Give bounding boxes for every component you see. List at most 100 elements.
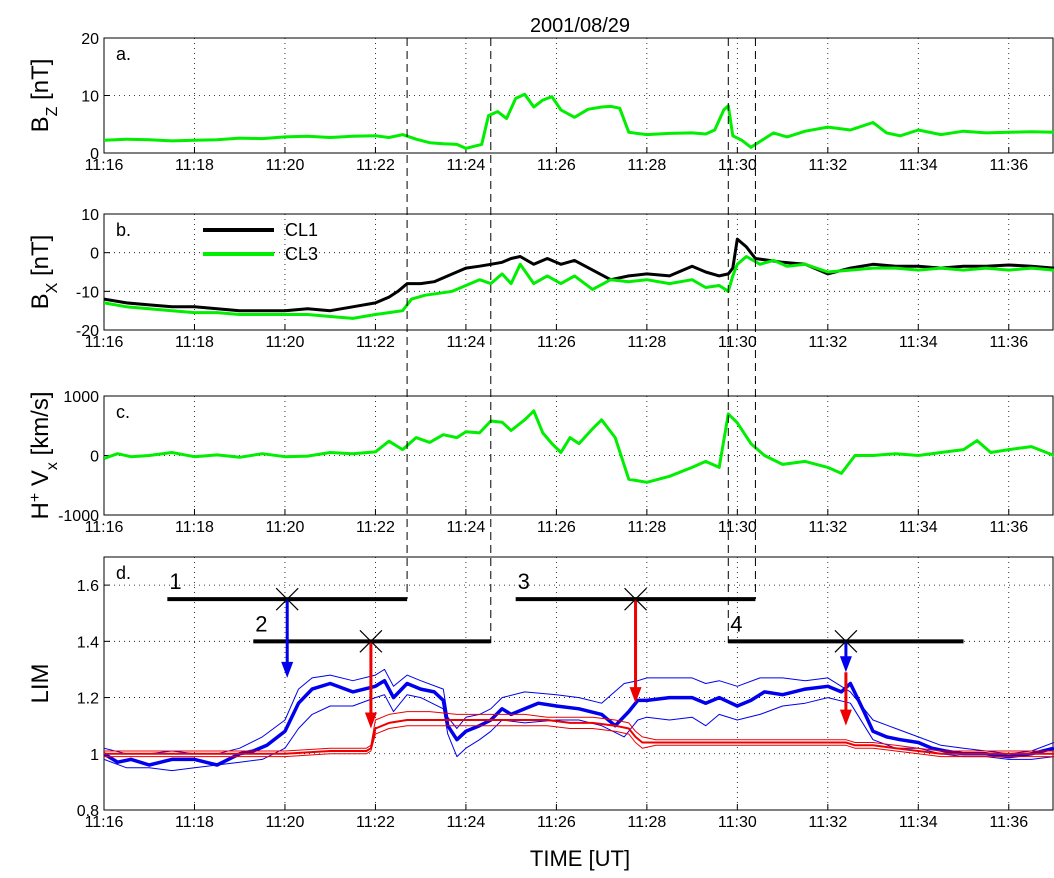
x-tick-label: 11:24	[446, 157, 485, 174]
cross-marker-3	[834, 629, 858, 653]
series-line-d-0	[104, 678, 1054, 767]
y-tick-label: 1	[90, 747, 99, 764]
x-tick-label: 11:26	[537, 519, 576, 536]
series-line-d-4	[104, 711, 1054, 752]
x-tick-label: 11:18	[175, 814, 214, 831]
x-tick-label: 11:26	[537, 814, 576, 831]
x-tick-label: 11:32	[808, 157, 847, 174]
x-tick-label: 11:32	[808, 519, 847, 536]
y-axis-label-a: BZ [nT]	[27, 59, 61, 133]
panels: 11:16 11:18 11:20 11:22 11:24 11:26 11:28 11:30…	[27, 31, 1054, 831]
x-tick-label: 11:22	[356, 519, 395, 536]
y-tick-label: -1000	[58, 508, 99, 525]
x-tick-label: 11:18	[175, 157, 214, 174]
y-axis-label-b: BX [nT]	[27, 235, 61, 310]
x-tick-label: 11:30	[718, 519, 757, 536]
panel-label-b: b.	[116, 220, 131, 240]
legend-label-CL1: CL1	[285, 220, 318, 240]
y-tick-label: 0	[90, 246, 99, 263]
series-line-c-0	[104, 409, 1054, 484]
series-line-b-0	[104, 237, 1054, 313]
series-group-c	[104, 409, 1054, 484]
x-tick-label: 11:32	[808, 814, 847, 831]
x-tick-label: 11:26	[537, 334, 576, 351]
y-tick-label: 1.4	[77, 634, 99, 651]
x-axis-label: TIME [UT]	[530, 846, 630, 871]
legend-label-CL3: CL3	[285, 244, 318, 264]
y-axis-label-d: LIM	[27, 663, 54, 703]
series-group-a	[104, 92, 1054, 150]
x-tick-label: 11:34	[899, 519, 938, 536]
axes-frame-a	[103, 37, 1054, 154]
y-tick-label: 1.6	[77, 578, 99, 595]
interval-label-1: 1	[169, 569, 181, 594]
axes-frame-d	[103, 556, 1054, 811]
x-tick-label: 11:18	[175, 519, 214, 536]
x-tick-label: 11:34	[899, 334, 938, 351]
arrow-head-2	[629, 687, 642, 704]
panel-a: 11:16 11:18 11:20 11:22 11:24 11:26 11:28 11:30…	[27, 31, 1054, 174]
y-tick-label: -20	[76, 323, 99, 340]
x-tick-label: 11:36	[989, 157, 1028, 174]
series-line-b-1	[104, 255, 1054, 320]
interval-label-4: 4	[730, 611, 742, 636]
x-tick-label: 11:24	[446, 519, 485, 536]
dashed-lines	[406, 38, 756, 643]
y-tick-label: 10	[81, 89, 99, 106]
x-tick-label: 11:18	[175, 334, 214, 351]
panel-label-a: a.	[116, 44, 131, 64]
y-tick-label: -10	[76, 284, 99, 301]
cross-marker-1	[359, 629, 383, 653]
x-tick-label: 11:26	[537, 157, 576, 174]
x-tick-label: 11:28	[627, 519, 666, 536]
panel-d: 11:16 11:18 11:20 11:22 11:24 11:26 11:28 11:30…	[27, 556, 1054, 831]
series-line-d-2	[104, 694, 1054, 772]
arrow-head-1	[364, 712, 377, 729]
x-tick-label: 11:36	[989, 519, 1028, 536]
arrow-head-0	[281, 661, 294, 678]
x-tick-label: 11:24	[446, 334, 485, 351]
panel-c: 11:16 11:18 11:20 11:22 11:24 11:26 11:28 11:30…	[27, 389, 1054, 536]
x-tick-label: 11:32	[808, 334, 847, 351]
x-tick-label: 11:30	[718, 334, 757, 351]
grid-d	[103, 557, 1054, 811]
y-tick-label: 1.2	[77, 691, 99, 708]
y-tick-label: 20	[81, 31, 99, 48]
y-axis-label-c: H+ Vx [km/s]	[27, 391, 61, 519]
y-tick-label: 10	[81, 207, 99, 224]
axes-frame-b	[103, 213, 1054, 331]
panel-label-c: c.	[116, 402, 130, 422]
x-tick-label: 11:22	[356, 814, 395, 831]
cross-marker-2	[624, 587, 647, 611]
y-tick-label: 0	[90, 449, 99, 466]
interval-label-3: 3	[518, 569, 530, 594]
cross-marker-0	[275, 587, 299, 611]
x-tick-label: 11:36	[989, 814, 1028, 831]
x-tick-label: 11:34	[899, 157, 938, 174]
arrow-head-3	[839, 656, 852, 673]
x-tick-label: 11:28	[627, 334, 666, 351]
x-tick-label: 11:30	[718, 814, 757, 831]
x-tick-label: 11:16	[85, 814, 124, 831]
x-tick-label: 11:28	[627, 157, 666, 174]
x-tick-label: 11:30	[718, 157, 757, 174]
series-group-d	[104, 668, 1054, 772]
series-line-d-5	[104, 725, 1054, 758]
x-tick-label: 11:20	[266, 519, 305, 536]
chart-title: 2001/08/29	[530, 15, 630, 37]
x-tick-label: 11:36	[989, 334, 1028, 351]
x-tick-label: 11:20	[266, 814, 305, 831]
x-tick-label: 11:16	[85, 519, 124, 536]
series-line-d-3	[104, 719, 1054, 755]
x-tick-label: 11:22	[356, 334, 395, 351]
x-tick-label: 11:16	[85, 157, 124, 174]
x-tick-label: 11:34	[899, 814, 938, 831]
x-tick-label: 11:24	[446, 814, 485, 831]
arrow-head-4	[839, 709, 852, 726]
x-tick-label: 11:20	[266, 334, 305, 351]
y-tick-label: 1000	[63, 389, 99, 406]
series-group-b	[104, 237, 1054, 320]
series-line-a-0	[104, 92, 1054, 150]
